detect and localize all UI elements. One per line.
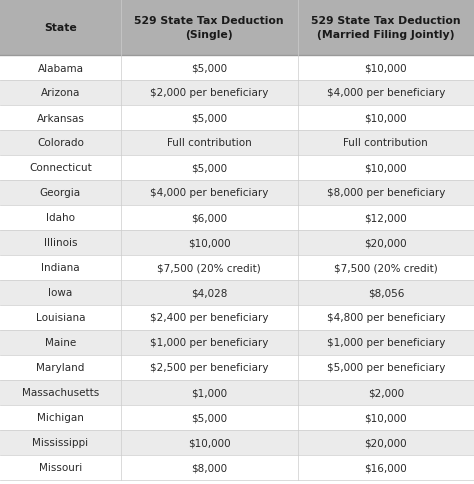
Text: Alabama: Alabama [37, 63, 83, 74]
Text: Idaho: Idaho [46, 213, 75, 223]
Text: Indiana: Indiana [41, 263, 80, 273]
Bar [0, 0, 474, 56]
Text: $1,000 per beneficiary: $1,000 per beneficiary [327, 338, 445, 348]
Text: 529 State Tax Deduction
(Single): 529 State Tax Deduction (Single) [135, 16, 284, 40]
Text: $4,028: $4,028 [191, 288, 228, 298]
Text: $5,000 per beneficiary: $5,000 per beneficiary [327, 363, 445, 373]
Text: $2,000 per beneficiary: $2,000 per beneficiary [150, 88, 268, 98]
Text: $8,000: $8,000 [191, 463, 228, 472]
Bar [0, 305, 474, 330]
Text: $20,000: $20,000 [365, 238, 407, 248]
Text: $6,000: $6,000 [191, 213, 228, 223]
Text: Massachusetts: Massachusetts [22, 388, 99, 398]
Text: Illinois: Illinois [44, 238, 77, 248]
Bar [0, 181, 474, 206]
Bar [0, 355, 474, 380]
Bar [0, 106, 474, 131]
Text: $5,000: $5,000 [191, 63, 228, 74]
Bar [0, 156, 474, 181]
Bar [0, 280, 474, 305]
Bar [0, 430, 474, 455]
Text: $20,000: $20,000 [365, 438, 407, 448]
Text: Arizona: Arizona [41, 88, 80, 98]
Bar [0, 330, 474, 355]
Text: Maryland: Maryland [36, 363, 85, 373]
Text: Arkansas: Arkansas [36, 113, 84, 123]
Text: State: State [44, 23, 77, 33]
Text: $4,800 per beneficiary: $4,800 per beneficiary [327, 313, 445, 323]
Text: $16,000: $16,000 [365, 463, 407, 472]
Text: $10,000: $10,000 [365, 63, 407, 74]
Text: $8,056: $8,056 [368, 288, 404, 298]
Text: $7,500 (20% credit): $7,500 (20% credit) [157, 263, 261, 273]
Text: $8,000 per beneficiary: $8,000 per beneficiary [327, 188, 445, 198]
Text: $5,000: $5,000 [191, 113, 228, 123]
Text: Georgia: Georgia [40, 188, 81, 198]
Text: $5,000: $5,000 [191, 413, 228, 423]
Bar [0, 455, 474, 480]
Text: $4,000 per beneficiary: $4,000 per beneficiary [327, 88, 445, 98]
Text: Connecticut: Connecticut [29, 163, 92, 173]
Text: $2,000: $2,000 [368, 388, 404, 398]
Text: $10,000: $10,000 [188, 438, 230, 448]
Text: Full contribution: Full contribution [344, 138, 428, 148]
Bar [0, 380, 474, 405]
Text: Michigan: Michigan [37, 413, 84, 423]
Text: $10,000: $10,000 [365, 413, 407, 423]
Text: Mississippi: Mississippi [32, 438, 89, 448]
Text: $10,000: $10,000 [365, 113, 407, 123]
Text: $1,000 per beneficiary: $1,000 per beneficiary [150, 338, 268, 348]
Text: $12,000: $12,000 [365, 213, 407, 223]
Text: Iowa: Iowa [48, 288, 73, 298]
Bar [0, 256, 474, 280]
Text: $2,400 per beneficiary: $2,400 per beneficiary [150, 313, 268, 323]
Text: $2,500 per beneficiary: $2,500 per beneficiary [150, 363, 268, 373]
Text: 529 State Tax Deduction
(Married Filing Jointly): 529 State Tax Deduction (Married Filing … [311, 16, 461, 40]
Text: $1,000: $1,000 [191, 388, 228, 398]
Text: $4,000 per beneficiary: $4,000 per beneficiary [150, 188, 268, 198]
Bar [0, 230, 474, 256]
Bar [0, 131, 474, 156]
Bar [0, 81, 474, 106]
Text: Missouri: Missouri [39, 463, 82, 472]
Text: Maine: Maine [45, 338, 76, 348]
Bar [0, 206, 474, 230]
Text: $7,500 (20% credit): $7,500 (20% credit) [334, 263, 438, 273]
Text: Full contribution: Full contribution [167, 138, 252, 148]
Bar [0, 56, 474, 81]
Text: $5,000: $5,000 [191, 163, 228, 173]
Text: Colorado: Colorado [37, 138, 84, 148]
Text: Louisiana: Louisiana [36, 313, 85, 323]
Text: $10,000: $10,000 [365, 163, 407, 173]
Text: $10,000: $10,000 [188, 238, 230, 248]
Bar [0, 405, 474, 430]
